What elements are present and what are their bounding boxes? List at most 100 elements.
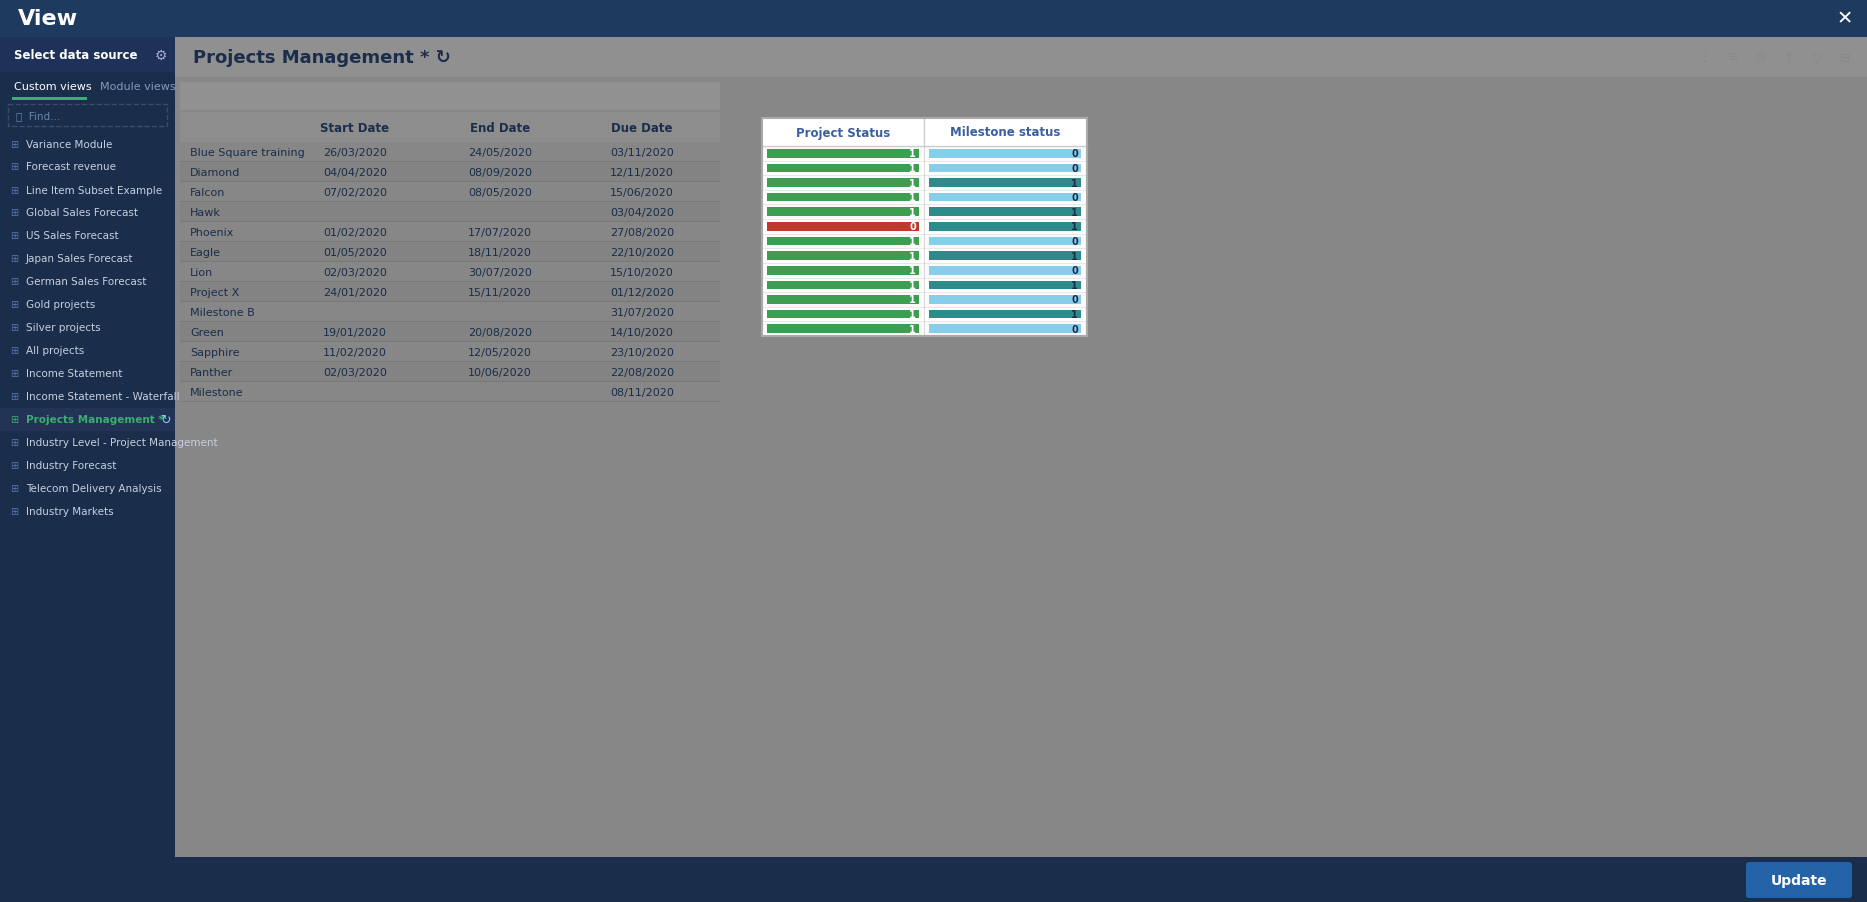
Text: 01/02/2020: 01/02/2020 [323, 227, 386, 238]
Bar [179, 301, 721, 303]
Text: Lion: Lion [190, 268, 213, 278]
Text: 1: 1 [909, 325, 917, 335]
Bar [930, 150, 1081, 159]
Bar [767, 164, 919, 173]
Text: 1: 1 [909, 149, 917, 159]
Text: 01/12/2020: 01/12/2020 [611, 288, 674, 298]
Text: All projects: All projects [26, 346, 84, 356]
Text: 0: 0 [1072, 236, 1077, 247]
Text: 17/07/2020: 17/07/2020 [469, 227, 532, 238]
Bar [0, 409, 175, 431]
Text: ⊞: ⊞ [9, 484, 19, 494]
Bar [179, 262, 721, 282]
Bar [762, 119, 924, 147]
Text: Line Item Subset Example: Line Item Subset Example [26, 185, 162, 196]
Text: 22/08/2020: 22/08/2020 [611, 368, 674, 378]
Bar [179, 222, 721, 223]
Bar [930, 281, 1081, 290]
Text: Income Statement - Waterfall: Income Statement - Waterfall [26, 392, 179, 402]
Bar [930, 208, 1081, 216]
Bar [930, 267, 1081, 275]
Text: 1: 1 [1072, 179, 1077, 189]
Bar [175, 38, 1867, 78]
Text: ⊞: ⊞ [9, 139, 19, 150]
Bar [767, 223, 919, 232]
Bar [179, 281, 721, 282]
Bar [767, 281, 919, 290]
Bar [179, 113, 721, 143]
Bar [762, 235, 1087, 249]
Text: 08/09/2020: 08/09/2020 [469, 168, 532, 178]
Bar [762, 206, 1087, 220]
Text: German Sales Forecast: German Sales Forecast [26, 277, 146, 287]
Text: Projects Management *: Projects Management * [26, 415, 164, 425]
Bar [930, 310, 1081, 319]
Text: 1: 1 [1072, 281, 1077, 290]
Text: Industry Forecast: Industry Forecast [26, 461, 116, 471]
Text: 24/05/2020: 24/05/2020 [469, 148, 532, 158]
Text: 14/10/2020: 14/10/2020 [611, 327, 674, 337]
Text: ⊞: ⊞ [9, 162, 19, 172]
Text: 07/02/2020: 07/02/2020 [323, 188, 386, 198]
Text: View: View [19, 9, 78, 29]
Bar [179, 322, 721, 323]
Bar [762, 263, 1087, 278]
Bar [930, 237, 1081, 246]
Bar [0, 38, 175, 73]
Text: 12/11/2020: 12/11/2020 [611, 168, 674, 178]
Bar [762, 278, 1087, 293]
Text: 1: 1 [909, 164, 917, 174]
Bar [762, 249, 1087, 263]
Bar [179, 363, 721, 382]
Bar [179, 362, 721, 363]
Text: Income Statement: Income Statement [26, 369, 123, 379]
Text: ✕: ✕ [1837, 10, 1854, 29]
Text: 15/10/2020: 15/10/2020 [611, 268, 674, 278]
Bar [767, 310, 919, 319]
Bar [930, 296, 1081, 305]
Text: 04/04/2020: 04/04/2020 [323, 168, 386, 178]
Text: 1: 1 [909, 309, 917, 319]
Text: 03/11/2020: 03/11/2020 [611, 148, 674, 158]
Bar [179, 342, 721, 343]
Text: Telecom Delivery Analysis: Telecom Delivery Analysis [26, 484, 162, 494]
Text: Eagle: Eagle [190, 248, 220, 258]
Text: ⚙: ⚙ [155, 49, 168, 62]
Text: 1: 1 [909, 193, 917, 203]
Text: 12/05/2020: 12/05/2020 [469, 347, 532, 357]
Text: Phoenix: Phoenix [190, 227, 235, 238]
Text: ⊟: ⊟ [1839, 51, 1850, 64]
Bar [179, 243, 721, 262]
Bar [0, 73, 175, 101]
Bar [762, 190, 1087, 206]
Bar [179, 323, 721, 343]
Bar [767, 267, 919, 275]
Text: ⊞: ⊞ [9, 277, 19, 287]
Text: ⊞: ⊞ [9, 185, 19, 196]
Text: 11/02/2020: 11/02/2020 [323, 347, 386, 357]
Text: 26/03/2020: 26/03/2020 [323, 148, 386, 158]
Text: ≡: ≡ [1727, 51, 1738, 64]
Text: 08/11/2020: 08/11/2020 [611, 388, 674, 398]
Text: 22/10/2020: 22/10/2020 [611, 248, 674, 258]
Text: US Sales Forecast: US Sales Forecast [26, 231, 119, 241]
Text: ⊞: ⊞ [9, 231, 19, 241]
Text: Blue Square training: Blue Square training [190, 148, 304, 158]
FancyBboxPatch shape [7, 105, 166, 127]
Text: 31/07/2020: 31/07/2020 [611, 308, 674, 318]
Text: Select data source: Select data source [13, 49, 138, 62]
Bar [179, 343, 721, 363]
Bar [767, 325, 919, 334]
Bar [762, 220, 1087, 235]
Text: 0: 0 [1072, 164, 1077, 174]
Bar [767, 252, 919, 261]
Text: Global Sales Forecast: Global Sales Forecast [26, 208, 138, 218]
Text: Hawk: Hawk [190, 207, 220, 217]
Text: ⊞: ⊞ [9, 300, 19, 310]
Text: 1: 1 [1072, 207, 1077, 217]
Text: Project X: Project X [190, 288, 239, 298]
Bar [0, 38, 175, 857]
Bar [179, 242, 721, 243]
Bar [179, 202, 721, 203]
Text: Due Date: Due Date [611, 122, 672, 134]
